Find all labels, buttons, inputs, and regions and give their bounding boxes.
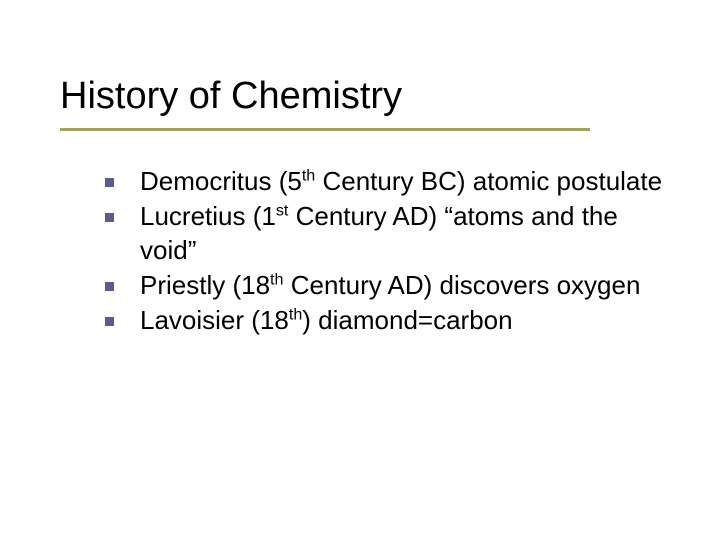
- text-suffix: Century BC) atomic postulate: [315, 166, 662, 196]
- text-prefix: Priestly (18: [140, 270, 270, 300]
- list-item: Lucretius (1st Century AD) “atoms and th…: [105, 200, 665, 267]
- title-area: History of Chemistry: [60, 75, 402, 118]
- text-suffix: ) diamond=carbon: [302, 305, 512, 335]
- square-bullet-icon: [105, 178, 114, 187]
- list-item: Democritus (5th Century BC) atomic postu…: [105, 165, 665, 198]
- text-sup: th: [270, 270, 283, 288]
- slide-body: Democritus (5th Century BC) atomic postu…: [105, 165, 665, 339]
- list-item: Priestly (18th Century AD) discovers oxy…: [105, 269, 665, 302]
- list-item-text: Priestly (18th Century AD) discovers oxy…: [140, 269, 665, 302]
- text-prefix: Lavoisier (18: [140, 305, 289, 335]
- text-sup: th: [289, 305, 302, 323]
- list-item-text: Lavoisier (18th) diamond=carbon: [140, 304, 665, 337]
- title-underline: [60, 128, 590, 131]
- slide: History of Chemistry Democritus (5th Cen…: [0, 0, 720, 540]
- square-bullet-icon: [105, 317, 114, 326]
- list-item-text: Lucretius (1st Century AD) “atoms and th…: [140, 200, 665, 267]
- text-suffix: Century AD) discovers oxygen: [283, 270, 640, 300]
- text-prefix: Democritus (5: [140, 166, 302, 196]
- list-item: Lavoisier (18th) diamond=carbon: [105, 304, 665, 337]
- text-prefix: Lucretius (1: [140, 201, 276, 231]
- text-sup: th: [302, 166, 315, 184]
- square-bullet-icon: [105, 282, 114, 291]
- slide-title: History of Chemistry: [60, 75, 402, 118]
- list-item-text: Democritus (5th Century BC) atomic postu…: [140, 165, 665, 198]
- text-sup: st: [276, 202, 289, 220]
- square-bullet-icon: [105, 213, 114, 222]
